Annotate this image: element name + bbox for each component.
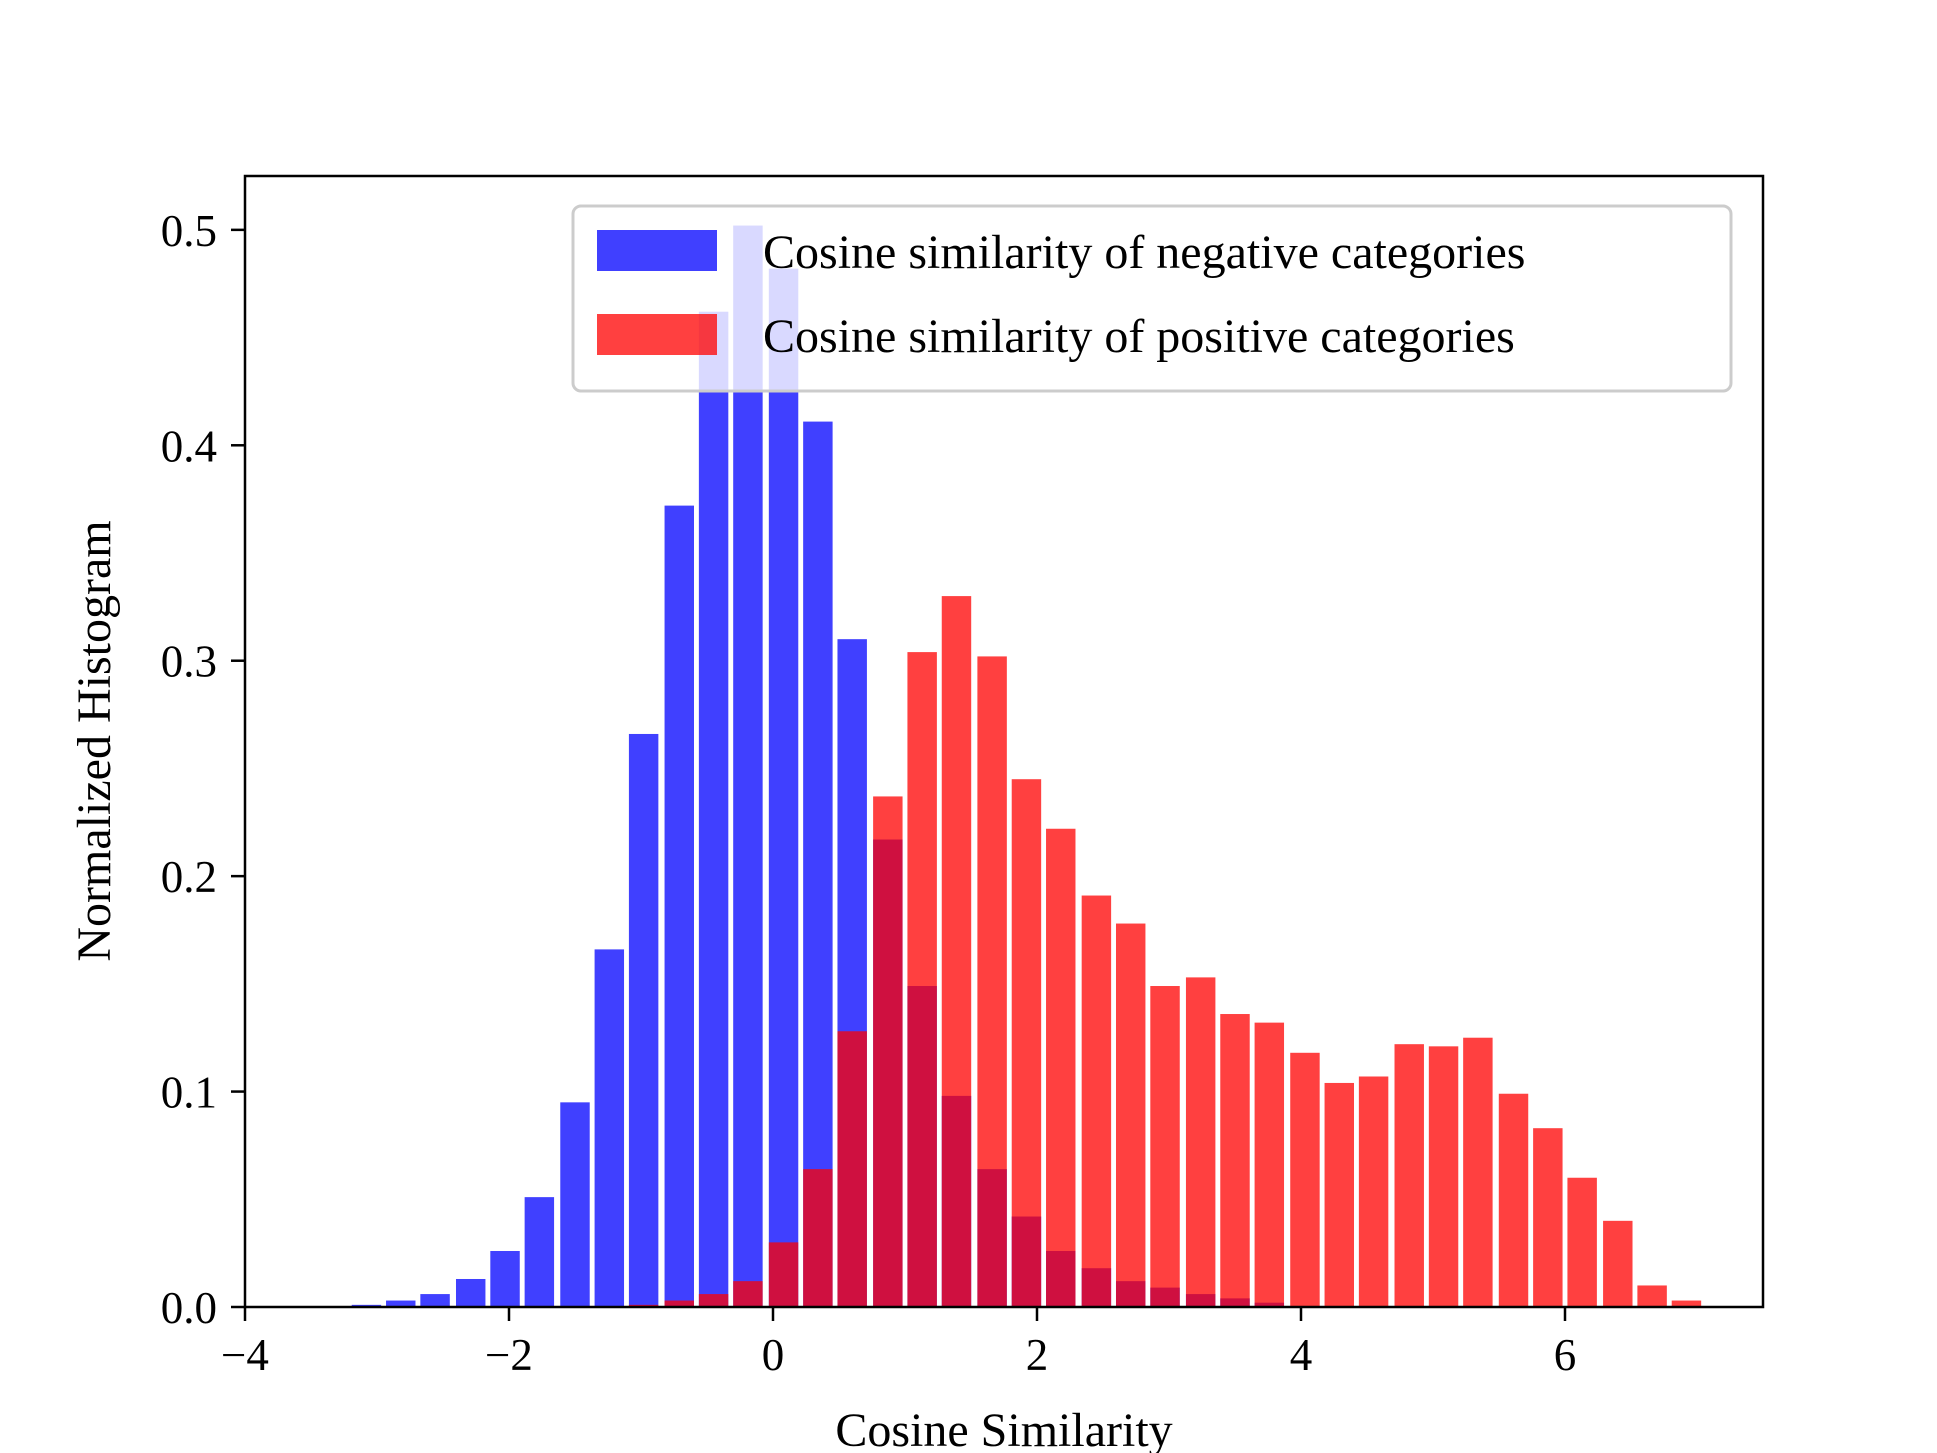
x-tick-label-2: 0 bbox=[762, 1330, 785, 1380]
bar-negative-9 bbox=[664, 505, 694, 1307]
bar-positive-25 bbox=[1498, 1093, 1529, 1307]
legend: Cosine similarity of negative categories… bbox=[571, 204, 1733, 393]
x-tick-label-0: −4 bbox=[221, 1330, 269, 1380]
bar-positive-20 bbox=[1324, 1082, 1354, 1307]
legend-box bbox=[571, 204, 1733, 393]
x-tick-label-1: −2 bbox=[485, 1330, 533, 1380]
y-tick-label-3: 0.3 bbox=[161, 637, 217, 687]
bar-positive-30 bbox=[1671, 1300, 1702, 1307]
bar-positive-17 bbox=[1220, 1014, 1250, 1307]
bar-positive-15 bbox=[1150, 986, 1180, 1307]
bar-negative-3 bbox=[455, 1278, 486, 1307]
bar-positive-28 bbox=[1603, 1220, 1633, 1307]
bar-negative-12 bbox=[768, 268, 799, 1307]
bar-positive-7 bbox=[873, 796, 903, 1307]
bars-layer bbox=[351, 225, 1702, 1308]
bar-positive-3 bbox=[733, 1281, 763, 1307]
bar-negative-7 bbox=[594, 949, 625, 1307]
bar-negative-2 bbox=[420, 1294, 450, 1307]
bar-positive-19 bbox=[1290, 1052, 1320, 1307]
bar-negative-11 bbox=[733, 225, 763, 1307]
bar-positive-27 bbox=[1567, 1177, 1597, 1307]
bar-positive-4 bbox=[768, 1242, 799, 1307]
bar-positive-26 bbox=[1533, 1128, 1563, 1307]
bar-positive-18 bbox=[1254, 1022, 1285, 1307]
bar-positive-23 bbox=[1428, 1046, 1459, 1307]
bar-negative-13 bbox=[803, 421, 833, 1308]
bar-negative-4 bbox=[490, 1250, 520, 1307]
bar-positive-16 bbox=[1185, 977, 1216, 1307]
x-axis-ticks: −4 −2 0 2 4 6 bbox=[221, 1307, 1576, 1380]
legend-label-positive: Cosine similarity of positive categories bbox=[763, 310, 1515, 363]
bar-positive-21 bbox=[1358, 1076, 1389, 1307]
y-axis-ticks: 0.0 0.1 0.2 0.3 0.4 0.5 bbox=[161, 206, 245, 1333]
y-tick-label-0: 0.0 bbox=[161, 1283, 217, 1333]
bar-positive-8 bbox=[907, 652, 937, 1307]
bar-positive-22 bbox=[1394, 1044, 1424, 1307]
legend-label-negative: Cosine similarity of negative categories bbox=[763, 226, 1525, 279]
plot-frame bbox=[243, 174, 1765, 1309]
bar-negative-1 bbox=[386, 1300, 416, 1307]
bar-positive-6 bbox=[837, 1031, 867, 1307]
y-axis-title: Normalized Histogram bbox=[68, 520, 121, 961]
bar-positive-24 bbox=[1463, 1037, 1493, 1307]
bar-positive-14 bbox=[1115, 923, 1146, 1307]
bar-positive-2 bbox=[698, 1294, 729, 1307]
y-tick-label-4: 0.4 bbox=[161, 421, 217, 471]
y-tick-label-5: 0.5 bbox=[161, 206, 217, 256]
legend-swatch-positive bbox=[597, 314, 717, 355]
x-tick-label-4: 4 bbox=[1290, 1330, 1313, 1380]
y-tick-label-2: 0.2 bbox=[161, 852, 217, 902]
bar-positive-10 bbox=[977, 656, 1007, 1307]
bar-positive-12 bbox=[1046, 828, 1076, 1307]
y-tick-label-1: 0.1 bbox=[161, 1068, 217, 1118]
bar-negative-5 bbox=[524, 1197, 555, 1307]
bar-negative-8 bbox=[628, 733, 659, 1307]
bar-negative-6 bbox=[560, 1102, 590, 1307]
bar-positive-29 bbox=[1637, 1285, 1667, 1307]
bar-positive-1 bbox=[664, 1300, 694, 1307]
x-tick-label-5: 6 bbox=[1554, 1330, 1577, 1380]
bar-positive-13 bbox=[1081, 895, 1112, 1307]
bar-positive-5 bbox=[803, 1169, 833, 1307]
x-axis-title: Cosine Similarity bbox=[835, 1404, 1172, 1453]
bar-negative-10 bbox=[698, 311, 729, 1308]
bar-positive-11 bbox=[1011, 779, 1042, 1307]
x-tick-label-3: 2 bbox=[1026, 1330, 1049, 1380]
bar-positive-9 bbox=[941, 596, 972, 1307]
legend-swatch-negative bbox=[597, 230, 717, 271]
